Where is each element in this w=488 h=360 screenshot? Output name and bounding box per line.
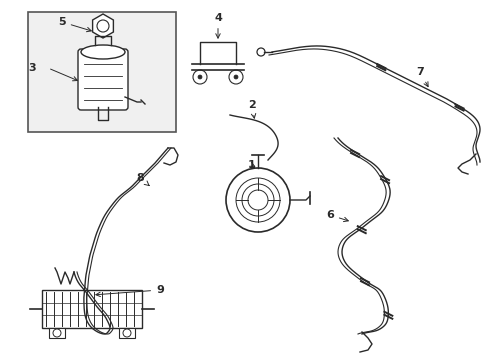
Circle shape — [257, 48, 264, 56]
Text: 3: 3 — [28, 63, 36, 73]
Circle shape — [228, 70, 243, 84]
Circle shape — [225, 168, 289, 232]
Circle shape — [123, 329, 131, 337]
Bar — [42, 290, 142, 328]
Polygon shape — [92, 14, 113, 38]
Text: 6: 6 — [325, 210, 347, 222]
Circle shape — [247, 190, 267, 210]
Text: 9: 9 — [96, 285, 163, 297]
Circle shape — [193, 70, 206, 84]
Circle shape — [97, 20, 109, 32]
Text: 7: 7 — [415, 67, 427, 87]
Bar — [28, 12, 176, 132]
Text: 4: 4 — [214, 13, 222, 38]
Bar — [49, 328, 65, 338]
Bar — [119, 328, 135, 338]
Text: 8: 8 — [136, 173, 149, 186]
Circle shape — [53, 329, 61, 337]
FancyBboxPatch shape — [78, 49, 128, 110]
Circle shape — [198, 75, 202, 79]
Ellipse shape — [81, 45, 125, 59]
Text: 5: 5 — [58, 17, 91, 32]
Text: 1: 1 — [247, 160, 255, 170]
Circle shape — [236, 178, 280, 222]
Circle shape — [242, 184, 273, 216]
Circle shape — [234, 75, 238, 79]
Text: 2: 2 — [247, 100, 255, 118]
